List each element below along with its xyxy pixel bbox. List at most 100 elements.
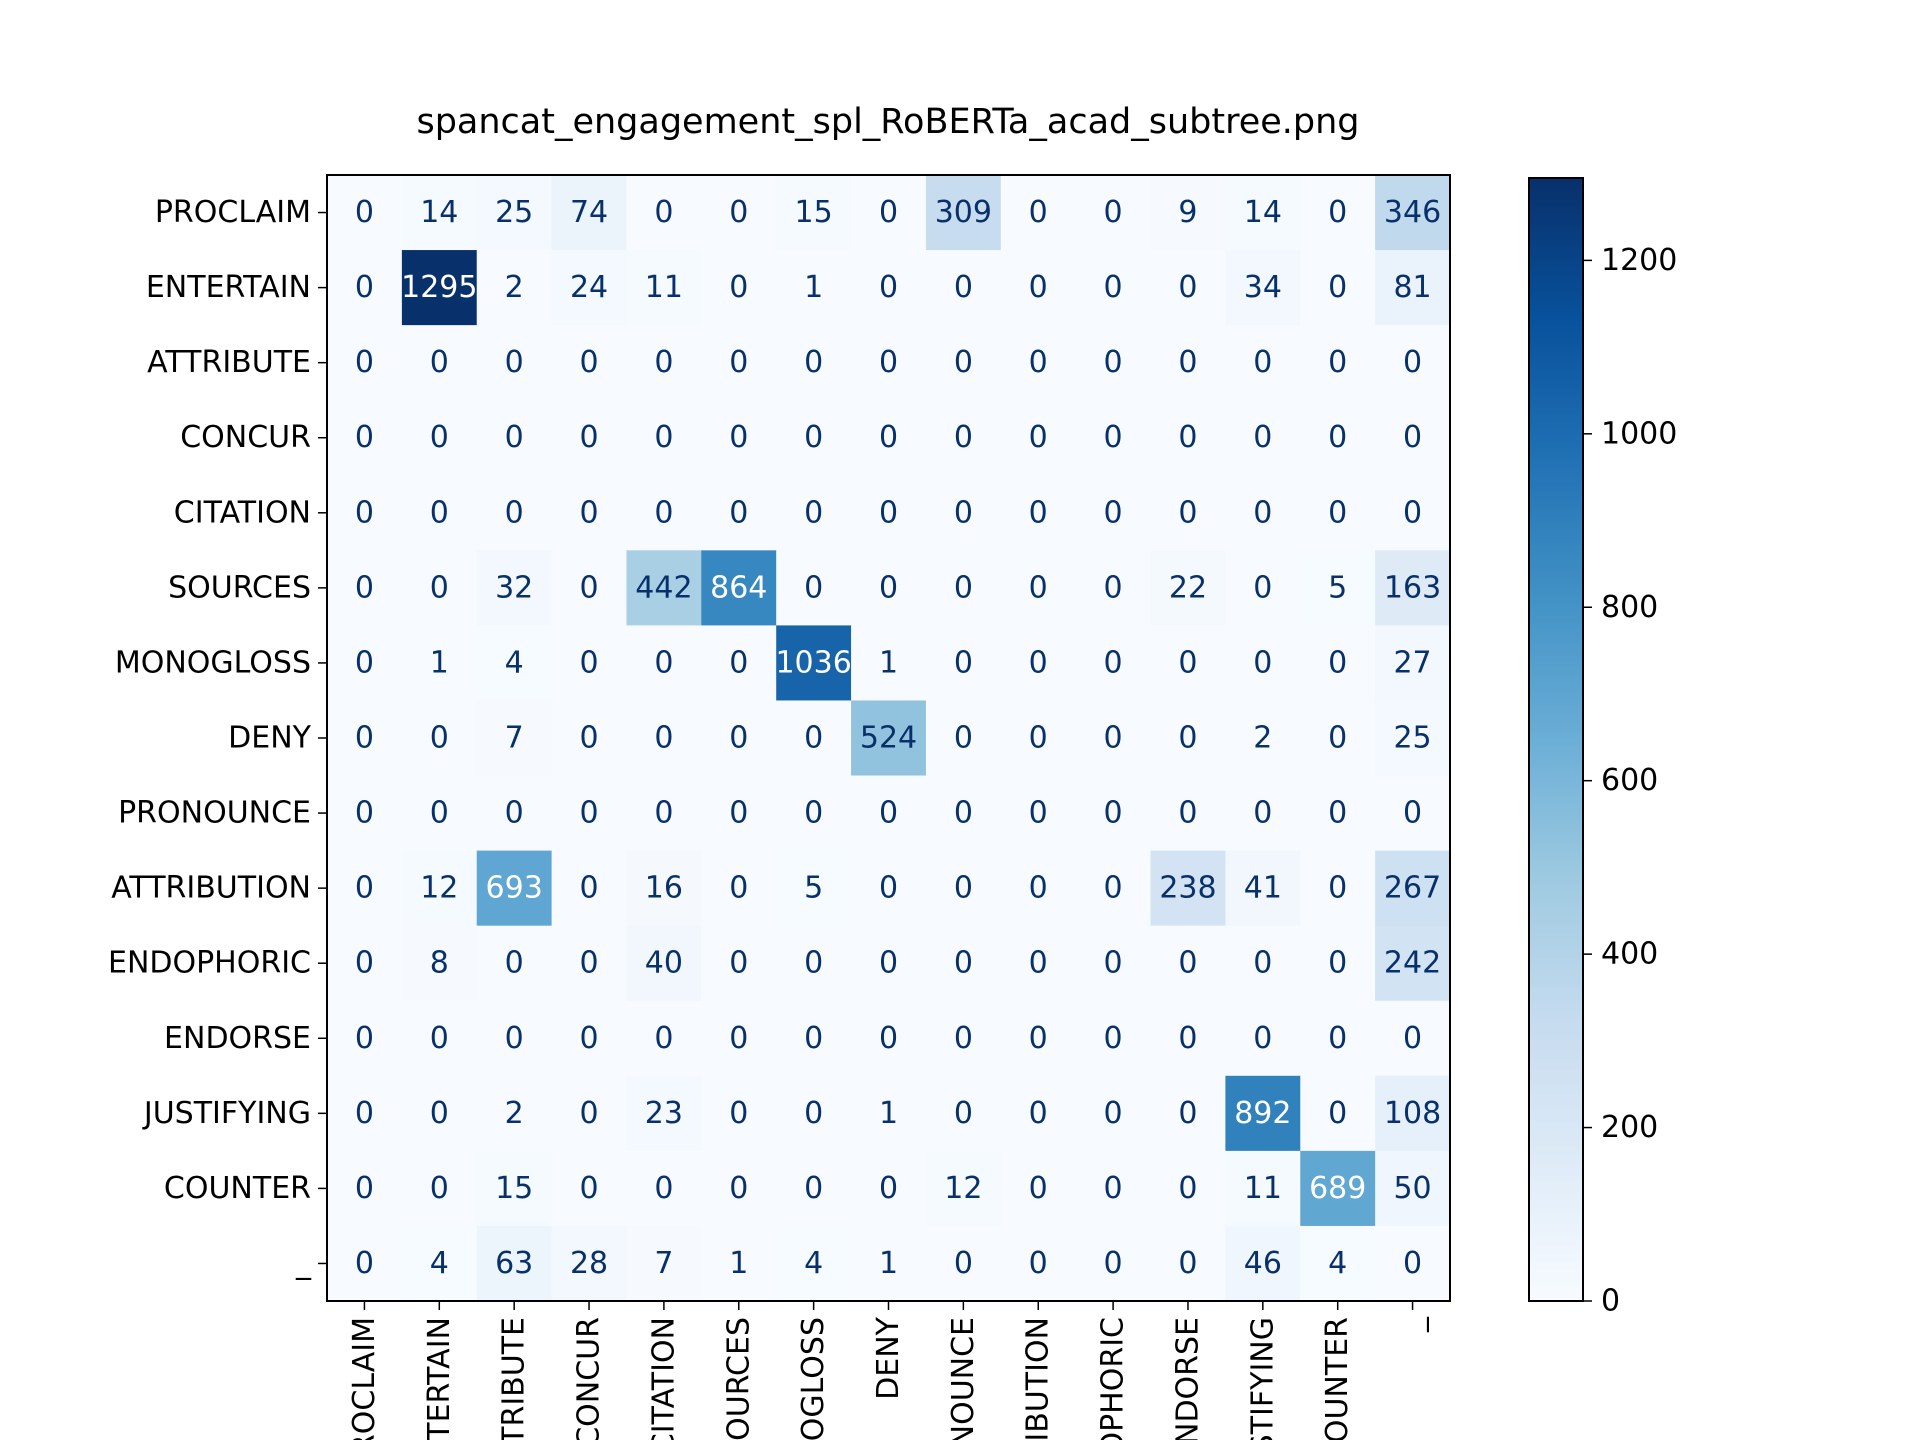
cell-value: 0 bbox=[1029, 796, 1048, 831]
cell-value: 2 bbox=[505, 1096, 524, 1131]
heatmap-cell bbox=[327, 550, 403, 626]
heatmap-cell bbox=[401, 700, 478, 777]
heatmap-cell bbox=[1300, 325, 1376, 401]
cell-value: 0 bbox=[579, 420, 598, 455]
heatmap-cell bbox=[851, 1075, 927, 1152]
cell-value: 0 bbox=[1029, 1021, 1048, 1056]
heatmap-cell bbox=[626, 250, 702, 326]
heatmap-cell bbox=[401, 400, 478, 476]
heatmap-cell bbox=[1375, 700, 1451, 777]
heatmap-cell bbox=[701, 400, 777, 476]
heatmap-cell bbox=[1375, 250, 1451, 326]
heatmap-cell bbox=[401, 250, 478, 326]
cell-value: 0 bbox=[804, 721, 823, 756]
cell-value: 0 bbox=[1403, 1021, 1422, 1056]
cell-value: 23 bbox=[645, 1096, 683, 1131]
cell-value: 0 bbox=[1328, 270, 1347, 305]
heatmap-cell bbox=[925, 700, 1002, 777]
cell-value: 0 bbox=[1029, 645, 1048, 680]
cell-value: 0 bbox=[729, 195, 748, 230]
cell-value: 15 bbox=[795, 195, 833, 230]
cell-value: 0 bbox=[505, 1021, 524, 1056]
heatmap-cell bbox=[701, 775, 777, 852]
heatmap-cell bbox=[476, 400, 553, 476]
y-tick-label: ATTRIBUTION bbox=[111, 871, 311, 906]
heatmap-cell bbox=[1300, 550, 1376, 626]
cell-value: 0 bbox=[1403, 495, 1422, 530]
cell-value: 25 bbox=[495, 195, 533, 230]
cell-value: 0 bbox=[1104, 570, 1123, 605]
heatmap-cell bbox=[1300, 1000, 1376, 1077]
heatmap-cell bbox=[851, 775, 927, 852]
cell-value: 1 bbox=[804, 270, 823, 305]
heatmap-cell bbox=[1000, 925, 1077, 1002]
cell-value: 2 bbox=[505, 270, 524, 305]
heatmap-cell bbox=[851, 625, 927, 701]
cell-value: 0 bbox=[1104, 1021, 1123, 1056]
heatmap-cell bbox=[776, 1150, 852, 1227]
cell-value: 0 bbox=[579, 495, 598, 530]
heatmap-cell bbox=[551, 625, 627, 701]
heatmap-cell bbox=[925, 1000, 1002, 1077]
heatmap-cell bbox=[626, 700, 702, 777]
cell-value: 0 bbox=[505, 796, 524, 831]
cell-value: 0 bbox=[654, 1021, 673, 1056]
cell-value: 693 bbox=[486, 871, 543, 906]
cell-value: 5 bbox=[1328, 570, 1347, 605]
cell-value: 0 bbox=[430, 570, 449, 605]
heatmap-cell bbox=[551, 1000, 627, 1077]
cell-value: 0 bbox=[879, 946, 898, 981]
cell-value: 0 bbox=[1104, 345, 1123, 380]
cell-value: 0 bbox=[1328, 721, 1347, 756]
cell-value: 0 bbox=[1178, 1171, 1197, 1206]
cell-value: 346 bbox=[1384, 195, 1441, 230]
heatmap-cell bbox=[327, 700, 403, 777]
cell-value: 0 bbox=[430, 1171, 449, 1206]
cell-value: 0 bbox=[579, 1021, 598, 1056]
heatmap-cell bbox=[1375, 1075, 1451, 1152]
cell-value: 0 bbox=[1328, 495, 1347, 530]
heatmap-cell bbox=[1300, 700, 1376, 777]
heatmap-cell bbox=[1150, 175, 1226, 251]
cell-value: 0 bbox=[1104, 796, 1123, 831]
y-tick-label: SOURCES bbox=[168, 570, 311, 605]
cell-value: 0 bbox=[954, 1021, 973, 1056]
cell-value: 0 bbox=[954, 946, 973, 981]
heatmap-cell bbox=[1000, 700, 1077, 777]
heatmap-cell bbox=[1150, 250, 1226, 326]
heatmap-cell bbox=[327, 475, 403, 551]
cell-value: 5 bbox=[804, 871, 823, 906]
heatmap-cell bbox=[1000, 175, 1077, 251]
cell-value: 50 bbox=[1393, 1171, 1431, 1206]
x-tick-label: DENY bbox=[871, 1316, 906, 1399]
cell-value: 0 bbox=[1328, 345, 1347, 380]
heatmap-cell bbox=[925, 1150, 1002, 1227]
cell-value: 0 bbox=[1178, 946, 1197, 981]
heatmap-cell bbox=[476, 1000, 553, 1077]
heatmap-cell bbox=[925, 400, 1002, 476]
cell-value: 1295 bbox=[401, 270, 477, 305]
heatmap-cell bbox=[1225, 475, 1301, 551]
heatmap-cell bbox=[1150, 400, 1226, 476]
cell-value: 442 bbox=[635, 570, 692, 605]
heatmap-cell bbox=[776, 775, 852, 852]
heatmap-cell bbox=[551, 475, 627, 551]
heatmap-cell bbox=[327, 775, 403, 852]
heatmap-cell bbox=[401, 850, 478, 927]
heatmap-cell bbox=[1150, 850, 1226, 927]
heatmap-cell bbox=[776, 325, 852, 401]
cell-value: 0 bbox=[879, 1021, 898, 1056]
cell-value: 0 bbox=[804, 345, 823, 380]
heatmap-cell bbox=[476, 550, 553, 626]
heatmap-cell bbox=[626, 475, 702, 551]
cell-value: 0 bbox=[1104, 1246, 1123, 1281]
x-tick-label: COUNTER bbox=[1320, 1317, 1355, 1440]
cell-value: 0 bbox=[1403, 1246, 1422, 1281]
colorbar-tick-label: 200 bbox=[1601, 1110, 1658, 1145]
heatmap-cell bbox=[327, 175, 403, 251]
cell-value: 0 bbox=[430, 796, 449, 831]
heatmap-cell bbox=[1225, 1075, 1301, 1152]
cell-value: 0 bbox=[1178, 796, 1197, 831]
cell-value: 0 bbox=[1029, 721, 1048, 756]
cell-value: 0 bbox=[1253, 1021, 1272, 1056]
